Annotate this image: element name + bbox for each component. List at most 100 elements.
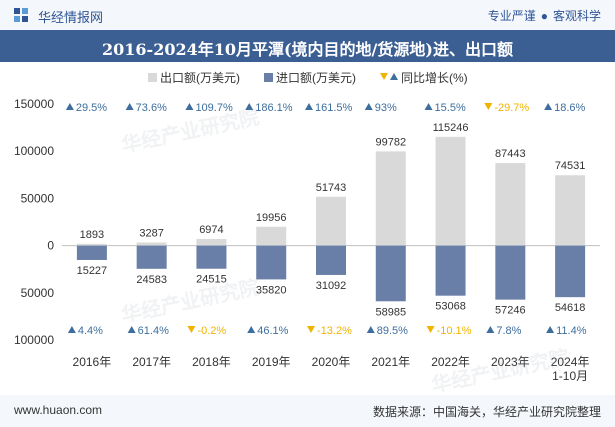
import-yoy-label: 4.4% <box>78 325 103 337</box>
import-yoy-up-icon <box>546 326 555 333</box>
x-category-label: 2022年 <box>431 355 470 369</box>
huaon-logo-icon <box>14 8 28 22</box>
import-bar <box>555 245 586 298</box>
import-yoy-label: -10.1% <box>437 325 472 337</box>
export-bar <box>495 163 526 246</box>
import-yoy-up-icon <box>366 326 375 333</box>
y-tick-label: 0 <box>47 239 54 253</box>
export-value-label: 1893 <box>80 229 104 241</box>
export-value-label: 6974 <box>199 224 223 236</box>
x-category-label: 2016年 <box>73 355 112 369</box>
title-bar: 2016-2024年10月平潭(境内目的地/货源地)进、出口额 <box>0 30 615 62</box>
export-bar <box>435 136 466 246</box>
x-category-label: 2021年 <box>371 355 410 369</box>
chart: 出口额(万美元) 进口额(万美元) 同比增长(%) 150000 100000 50000… <box>14 71 600 383</box>
export-yoy-up-icon <box>544 103 553 110</box>
y-tick-label: 100000 <box>14 333 54 347</box>
slogan-left: 专业严谨 <box>487 9 536 23</box>
export-yoy-up-icon <box>245 103 254 110</box>
export-bar <box>196 239 227 246</box>
site-url: www.huaon.com <box>14 403 103 417</box>
export-value-label: 74531 <box>555 160 586 172</box>
footer-bar: www.huaon.com 数据来源：中国海关，华经产业研究院整理 <box>0 395 615 427</box>
export-yoy-up-icon <box>305 103 313 110</box>
export-yoy-label: 73.6% <box>136 102 167 114</box>
import-bar <box>495 245 526 300</box>
y-tick-label: 100000 <box>14 144 54 158</box>
x-category-label: 2023年 <box>491 355 530 369</box>
export-yoy-label: 93% <box>375 102 397 114</box>
import-yoy-label: 7.8% <box>496 325 521 337</box>
import-value-label: 35820 <box>256 284 287 296</box>
brand-name: 华经情报网 <box>38 10 104 25</box>
import-bar <box>196 245 227 269</box>
y-tick-label: 150000 <box>14 97 54 111</box>
import-value-label: 24583 <box>136 274 167 286</box>
export-value-label: 51743 <box>316 182 347 194</box>
slogan-right: 客观科学 <box>552 9 601 23</box>
x-category-label: 2017年 <box>132 355 171 369</box>
export-yoy-up-icon <box>364 103 373 110</box>
chart-title: 2016-2024年10月平潭(境内目的地/货源地)进、出口额 <box>102 40 513 59</box>
export-yoy-down-icon <box>484 103 493 110</box>
export-yoy-up-icon <box>125 103 134 110</box>
export-bar <box>256 226 287 246</box>
x-category-label: 2018年 <box>192 355 231 369</box>
import-yoy-label: 11.4% <box>556 325 587 337</box>
export-yoy-label: 109.7% <box>195 102 233 114</box>
legend-yoy-up-icon <box>390 73 398 80</box>
x-category-label: 2020年 <box>312 355 351 369</box>
import-bar <box>136 245 167 269</box>
slogan-separator: ● <box>540 9 548 23</box>
legend-yoy-down-icon <box>380 73 388 80</box>
export-yoy-label: 29.5% <box>76 102 107 114</box>
data-source: 数据来源：中国海关，华经产业研究院整理 <box>372 405 601 419</box>
import-yoy-up-icon <box>486 326 495 333</box>
import-bar <box>316 245 346 275</box>
import-yoy-label: -13.2% <box>317 325 352 337</box>
export-value-label: 99782 <box>375 136 406 148</box>
legend-export-swatch <box>148 73 157 82</box>
export-bar <box>555 175 586 246</box>
export-value-label: 87443 <box>495 148 526 160</box>
legend-import-swatch <box>264 73 273 82</box>
import-yoy-label: 61.4% <box>138 325 169 337</box>
slogan: 专业严谨 ● 客观科学 <box>488 7 601 24</box>
y-tick-label: 50000 <box>21 286 55 300</box>
export-bar <box>375 151 406 246</box>
export-bar <box>76 243 107 246</box>
x-category-label: 1-10月 <box>552 369 588 383</box>
import-yoy-down-icon <box>187 326 196 333</box>
y-tick-label: 50000 <box>21 191 55 205</box>
x-category-label: 2024年 <box>551 355 590 369</box>
export-yoy-label: 15.5% <box>435 102 466 114</box>
export-bar <box>136 242 167 246</box>
import-value-label: 31092 <box>316 280 347 292</box>
top-bar: 华经情报网 专业严谨 ● 客观科学 <box>0 0 615 30</box>
import-value-label: 24515 <box>196 274 227 286</box>
import-bar <box>256 245 287 280</box>
export-yoy-up-icon <box>424 103 433 110</box>
export-value-label: 115246 <box>433 122 469 134</box>
import-value-label: 15227 <box>77 265 108 277</box>
legend-yoy-label: 同比增长(%) <box>401 71 468 85</box>
legend-import-label: 进口额(万美元) <box>276 71 356 85</box>
export-yoy-up-icon <box>185 103 194 110</box>
export-yoy-label: -29.7% <box>494 102 529 114</box>
export-value-label: 19956 <box>256 212 287 224</box>
import-bar <box>375 245 406 302</box>
import-yoy-up-icon <box>127 326 136 333</box>
x-category-label: 2019年 <box>252 355 291 369</box>
import-yoy-up-icon <box>67 326 76 333</box>
export-yoy-label: 186.1% <box>255 102 293 114</box>
import-value-label: 54618 <box>555 302 586 314</box>
import-bar <box>76 245 107 260</box>
import-value-label: 53068 <box>435 301 466 313</box>
import-yoy-up-icon <box>247 326 256 333</box>
import-yoy-label: 46.1% <box>257 325 288 337</box>
export-yoy-up-icon <box>65 103 74 110</box>
legend-export-label: 出口额(万美元) <box>160 71 240 85</box>
import-value-label: 58985 <box>375 306 406 318</box>
export-bar <box>316 196 346 246</box>
import-yoy-down-icon <box>307 326 315 333</box>
